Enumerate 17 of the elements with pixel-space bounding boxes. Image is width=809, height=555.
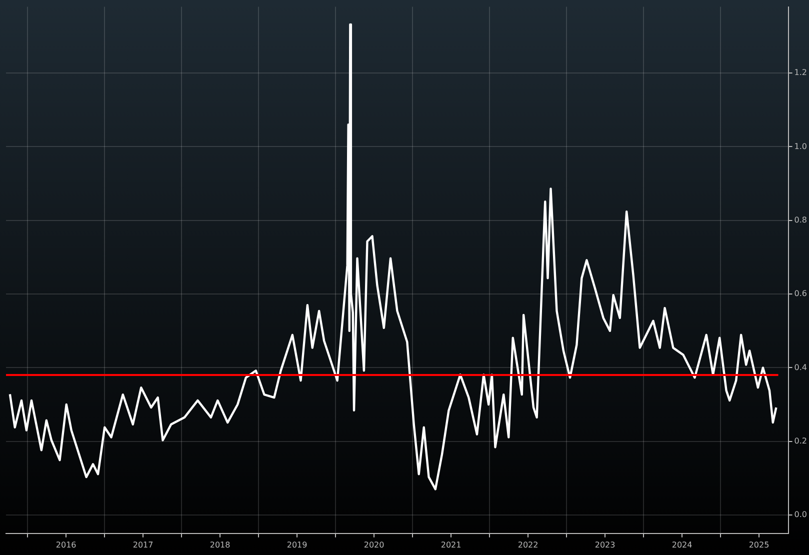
y-tick-label: 0.2 <box>794 436 808 446</box>
y-tick-label: 1.2 <box>794 68 808 78</box>
y-tick-label: 0.6 <box>794 289 808 298</box>
x-tick-label: 2024 <box>672 540 692 550</box>
x-tick-label: 2023 <box>594 540 616 550</box>
y-tick-label: 1.0 <box>794 142 808 151</box>
x-tick-label: 2021 <box>440 540 462 550</box>
x-tick-label: 2017 <box>132 540 154 550</box>
y-tick-label: 0.8 <box>794 215 808 224</box>
y-tick-label: 0.0 <box>794 510 808 520</box>
x-tick-label: 2025 <box>748 540 770 550</box>
x-tick-label: 2020 <box>364 540 384 550</box>
x-tick-label: 2022 <box>518 540 538 550</box>
x-tick-label: 2019 <box>286 540 308 550</box>
x-tick-label: 2018 <box>210 540 230 550</box>
x-tick-label: 2016 <box>56 540 76 550</box>
y-tick-label: 0.4 <box>794 362 808 372</box>
